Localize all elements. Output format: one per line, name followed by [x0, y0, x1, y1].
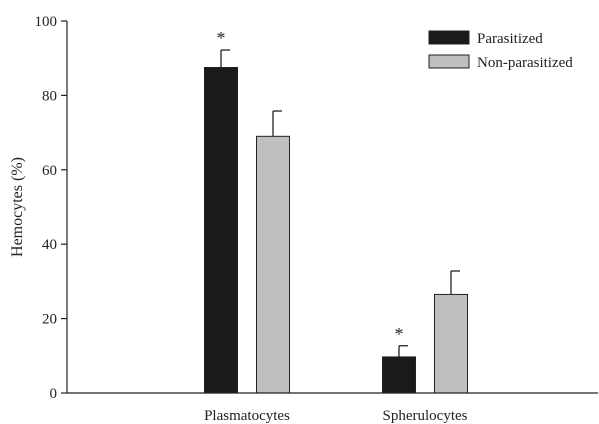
- y-tick-label: 40: [42, 237, 57, 253]
- y-tick-label: 80: [42, 88, 57, 104]
- y-tick-label: 0: [50, 386, 58, 402]
- y-axis-title: Hemocytes (%): [9, 157, 26, 257]
- significance-layer: **: [217, 28, 404, 344]
- category-labels-layer: Plasmatocytes Spherulocytes: [204, 408, 468, 424]
- legend-swatch: [428, 54, 470, 69]
- significance-mark: *: [217, 28, 226, 48]
- legend-label: Non-parasitized: [477, 55, 573, 71]
- legend: Parasitized Non-parasitized: [428, 30, 573, 71]
- bar: [382, 356, 416, 394]
- y-tick-label: 100: [35, 14, 58, 30]
- legend-label: Parasitized: [477, 31, 543, 47]
- bar: [204, 67, 238, 394]
- category-label: Spherulocytes: [383, 408, 468, 424]
- significance-mark: *: [395, 324, 404, 344]
- y-tick-label: 60: [42, 163, 57, 179]
- category-label: Plasmatocytes: [204, 408, 290, 424]
- bars-layer: [204, 67, 468, 394]
- y-ticks-layer: 0 20 40 60 80 100: [35, 14, 67, 402]
- bar: [256, 135, 290, 394]
- bar: [434, 293, 468, 394]
- error-bars-layer: [220, 49, 460, 357]
- y-tick-label: 20: [42, 312, 57, 328]
- legend-swatch: [428, 30, 470, 45]
